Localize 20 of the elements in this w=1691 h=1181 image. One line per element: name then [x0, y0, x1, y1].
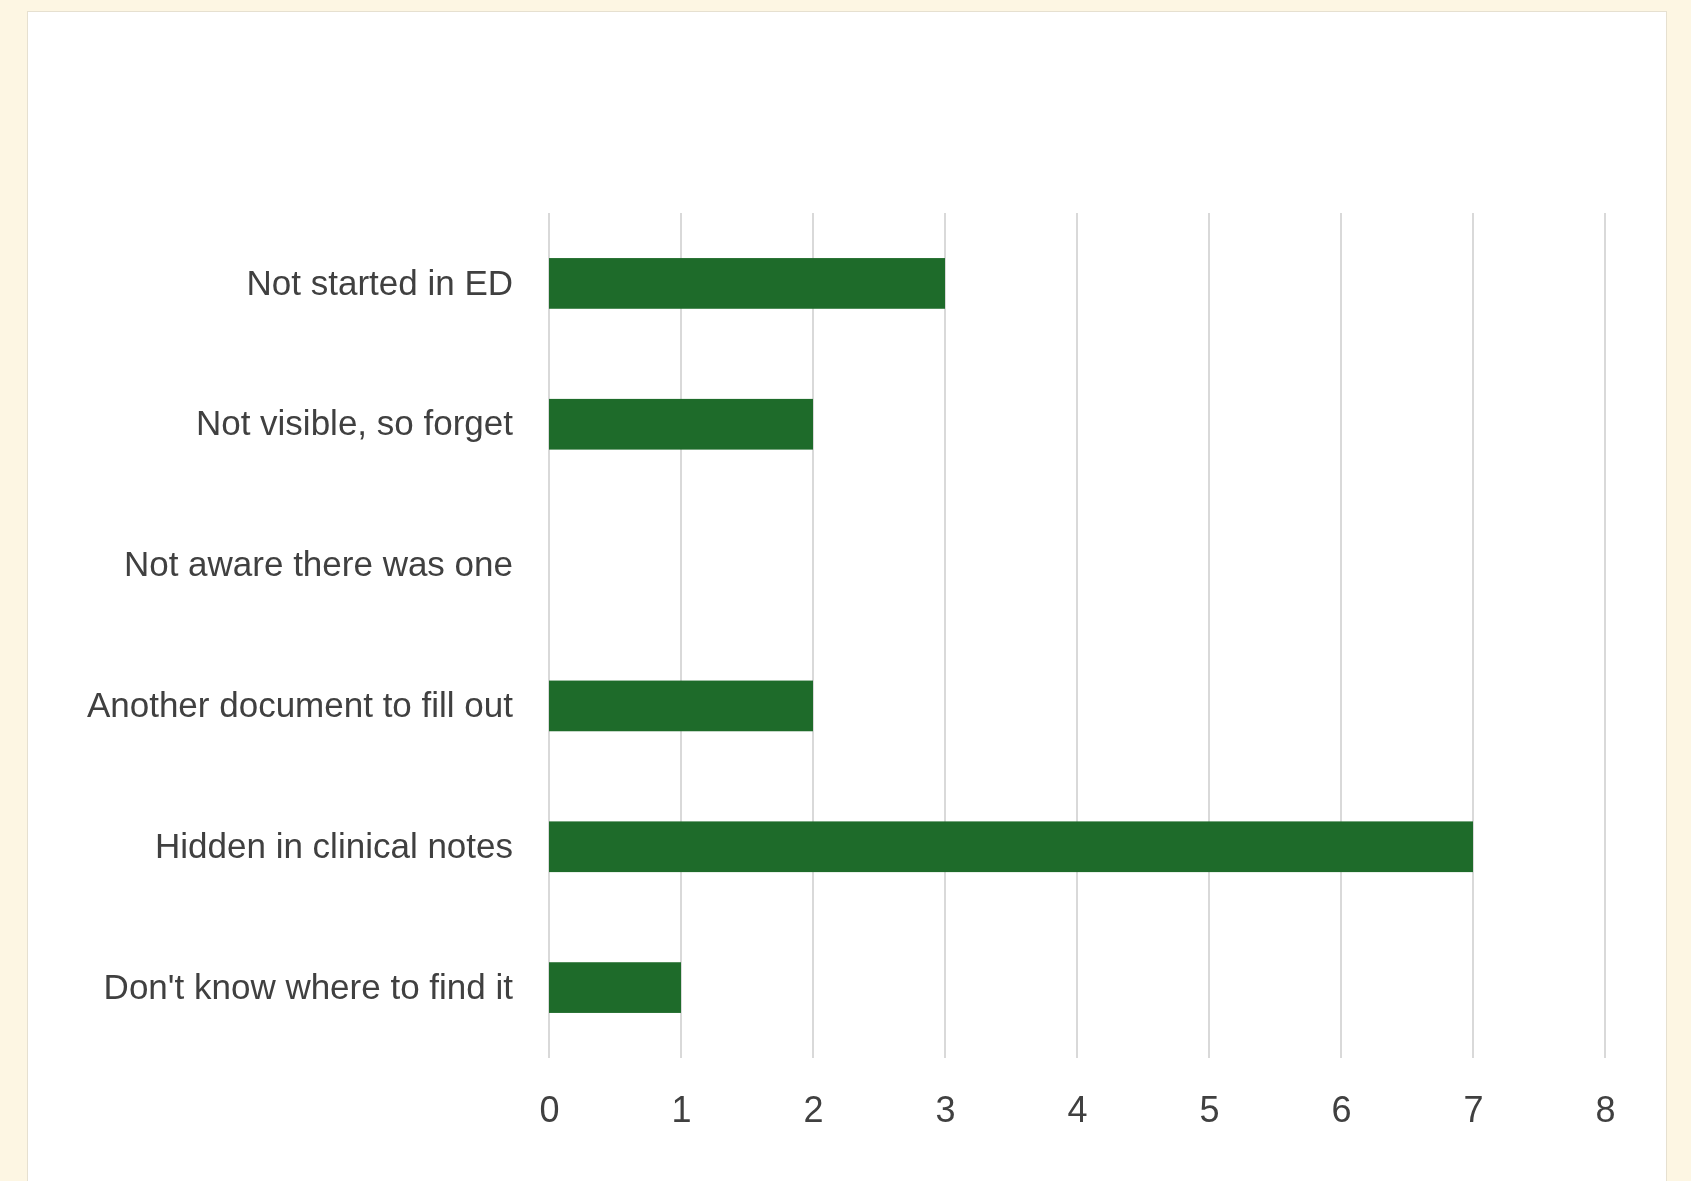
x-tick-label: 6 — [1331, 1088, 1352, 1130]
x-tick-label: 0 — [539, 1088, 560, 1130]
x-tick-label: 3 — [935, 1088, 956, 1130]
bar — [549, 821, 1473, 873]
x-tick-label: 8 — [1595, 1088, 1616, 1130]
x-tick-label: 4 — [1067, 1088, 1088, 1130]
y-tick-label: Don't know where to find it — [103, 966, 514, 1006]
x-tick-label: 1 — [671, 1088, 692, 1130]
bar — [549, 258, 945, 309]
bar — [549, 962, 681, 1013]
x-tick-label: 7 — [1463, 1088, 1484, 1130]
x-tick-label: 5 — [1199, 1088, 1220, 1130]
y-tick-label: Not visible, so forget — [195, 403, 514, 443]
x-tick-label: 2 — [803, 1088, 824, 1130]
y-tick-label: Not aware there was one — [123, 544, 513, 584]
y-tick-label: Hidden in clinical notes — [155, 825, 513, 865]
y-tick-label: Not started in ED — [246, 262, 513, 302]
y-tick-label: Another document to fill out — [86, 685, 514, 725]
bar — [549, 398, 813, 450]
bar — [549, 680, 813, 732]
